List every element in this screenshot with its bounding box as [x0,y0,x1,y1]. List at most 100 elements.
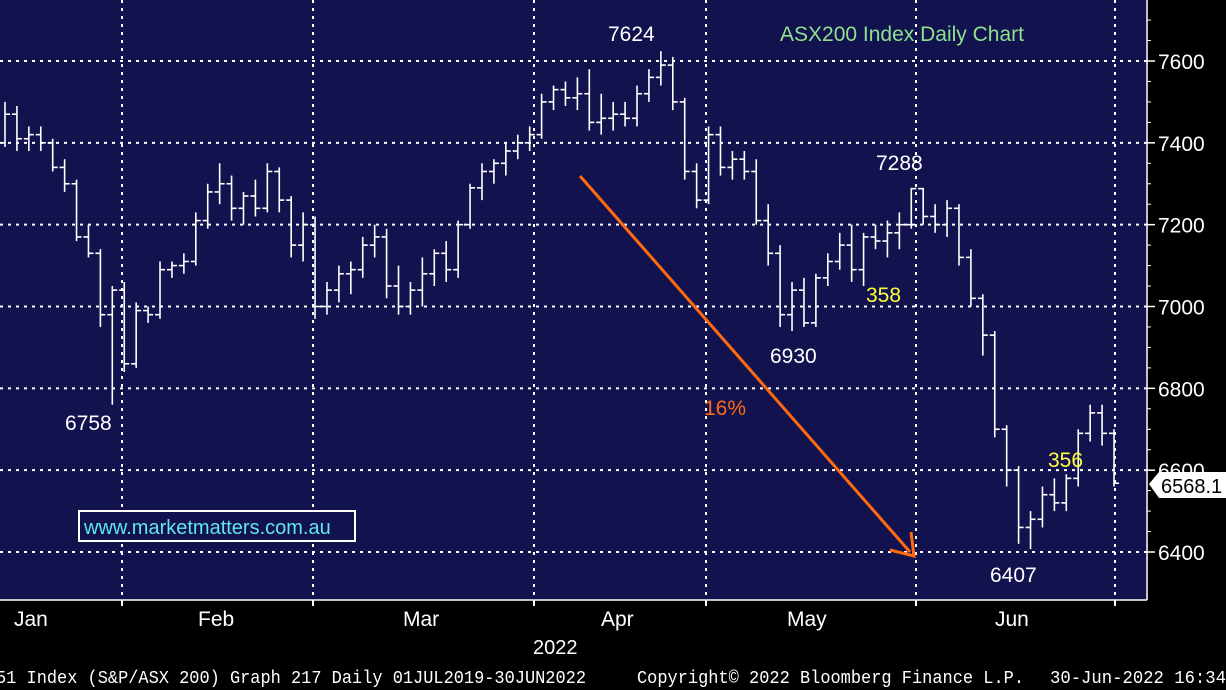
price-bar [1037,486,1048,528]
price-bar [11,106,22,152]
price-bar [202,183,213,229]
price-bar [465,183,476,229]
price-bar [536,93,547,139]
price-bar [369,224,380,258]
annotation-bounce-jun: 356 [1048,449,1083,472]
price-bar [894,212,905,250]
trend-arrow-head [889,531,916,558]
price-bar [1085,404,1096,442]
price-bar [131,302,142,368]
price-bar [548,85,559,111]
price-bar [441,241,452,282]
year-label: 2022 [533,637,578,659]
price-bar [643,69,654,102]
price-bar [35,126,46,152]
price-bar [691,163,702,209]
price-bar [250,179,261,217]
annotation-low-jan: 6758 [65,412,112,435]
price-bar [262,163,273,213]
price-bar [751,159,762,225]
price-bar [95,249,106,327]
price-bar [488,159,499,184]
price-bar [810,273,821,327]
price-bar [393,265,404,315]
price-bar [143,306,154,323]
price-bar [965,249,976,307]
price-bar [310,216,321,319]
price-bar [321,281,332,315]
price-bar [345,261,356,295]
price-bar [655,51,666,86]
footer-left: 51 Index (S&P/ASX 200) Graph 217 Daily 0… [0,669,586,689]
price-bar [512,134,523,160]
price-bar [1049,478,1060,512]
price-bar [739,151,750,180]
price-bar [787,281,798,332]
price-bar [23,126,34,152]
footer-right: 30-Jun-2022 16:34 [1050,669,1226,689]
y-tick-label-6400: 6400 [1158,542,1205,565]
price-bar [918,187,929,225]
price-bar [930,204,941,233]
price-bar [775,245,786,327]
price-bar [1109,429,1119,487]
price-bar [178,253,189,274]
price-bar [989,331,1000,438]
footer-center: Copyright© 2022 Bloomberg Finance L.P. [637,669,1024,689]
price-bar [942,200,953,237]
price-bar [155,261,166,319]
price-bar [834,232,845,270]
price-bar [226,175,237,221]
price-bar [1097,404,1108,446]
price-bar [119,281,130,372]
price-bar [763,204,774,266]
price-bar [727,151,738,180]
price-bar [59,159,70,192]
price-bar [572,77,583,111]
price-bar [858,232,869,287]
price-bar [417,257,428,307]
x-month-label-may: May [787,608,827,631]
price-bar [190,212,201,266]
x-axis: Jan Feb Mar Apr May Jun [0,599,1147,631]
price-bar [274,167,285,213]
price-bar [333,265,344,303]
price-bar [632,85,643,127]
price-bar [798,277,809,327]
annotation-high-apr: 7624 [608,23,655,46]
price-bar [429,249,440,287]
price-bar [71,179,82,242]
y-tick-label-6800: 6800 [1158,378,1205,401]
price-bar [298,212,309,262]
price-bar [357,236,368,278]
x-month-label-mar: Mar [403,608,439,631]
price-bar [1013,466,1024,544]
price-bar [953,204,964,266]
annotation-low-jun: 6407 [990,564,1037,587]
price-bar [0,101,10,147]
price-bar [846,224,857,282]
y-tick-label-7000: 7000 [1158,297,1205,320]
price-bar [1061,474,1072,512]
price-bar [596,93,607,135]
watermark-box [78,510,356,542]
price-bar [286,196,297,258]
price-bar [214,163,225,205]
price-bar [608,101,619,131]
annotation-bounce-may: 358 [866,284,901,307]
price-bar [476,163,487,201]
last-price-tag-text: 6568.1 [1161,476,1222,498]
watermark-text: www.marketmatters.com.au [83,517,331,539]
price-bar [679,97,690,180]
price-bar [703,126,714,205]
price-bar [107,286,118,405]
price-bar [560,81,571,107]
price-bar [977,294,988,356]
price-bar [1025,511,1036,550]
x-month-label-jan: Jan [14,608,48,631]
price-bar [906,187,917,229]
last-price-tag-shape [1149,472,1226,498]
price-bar [822,253,833,287]
